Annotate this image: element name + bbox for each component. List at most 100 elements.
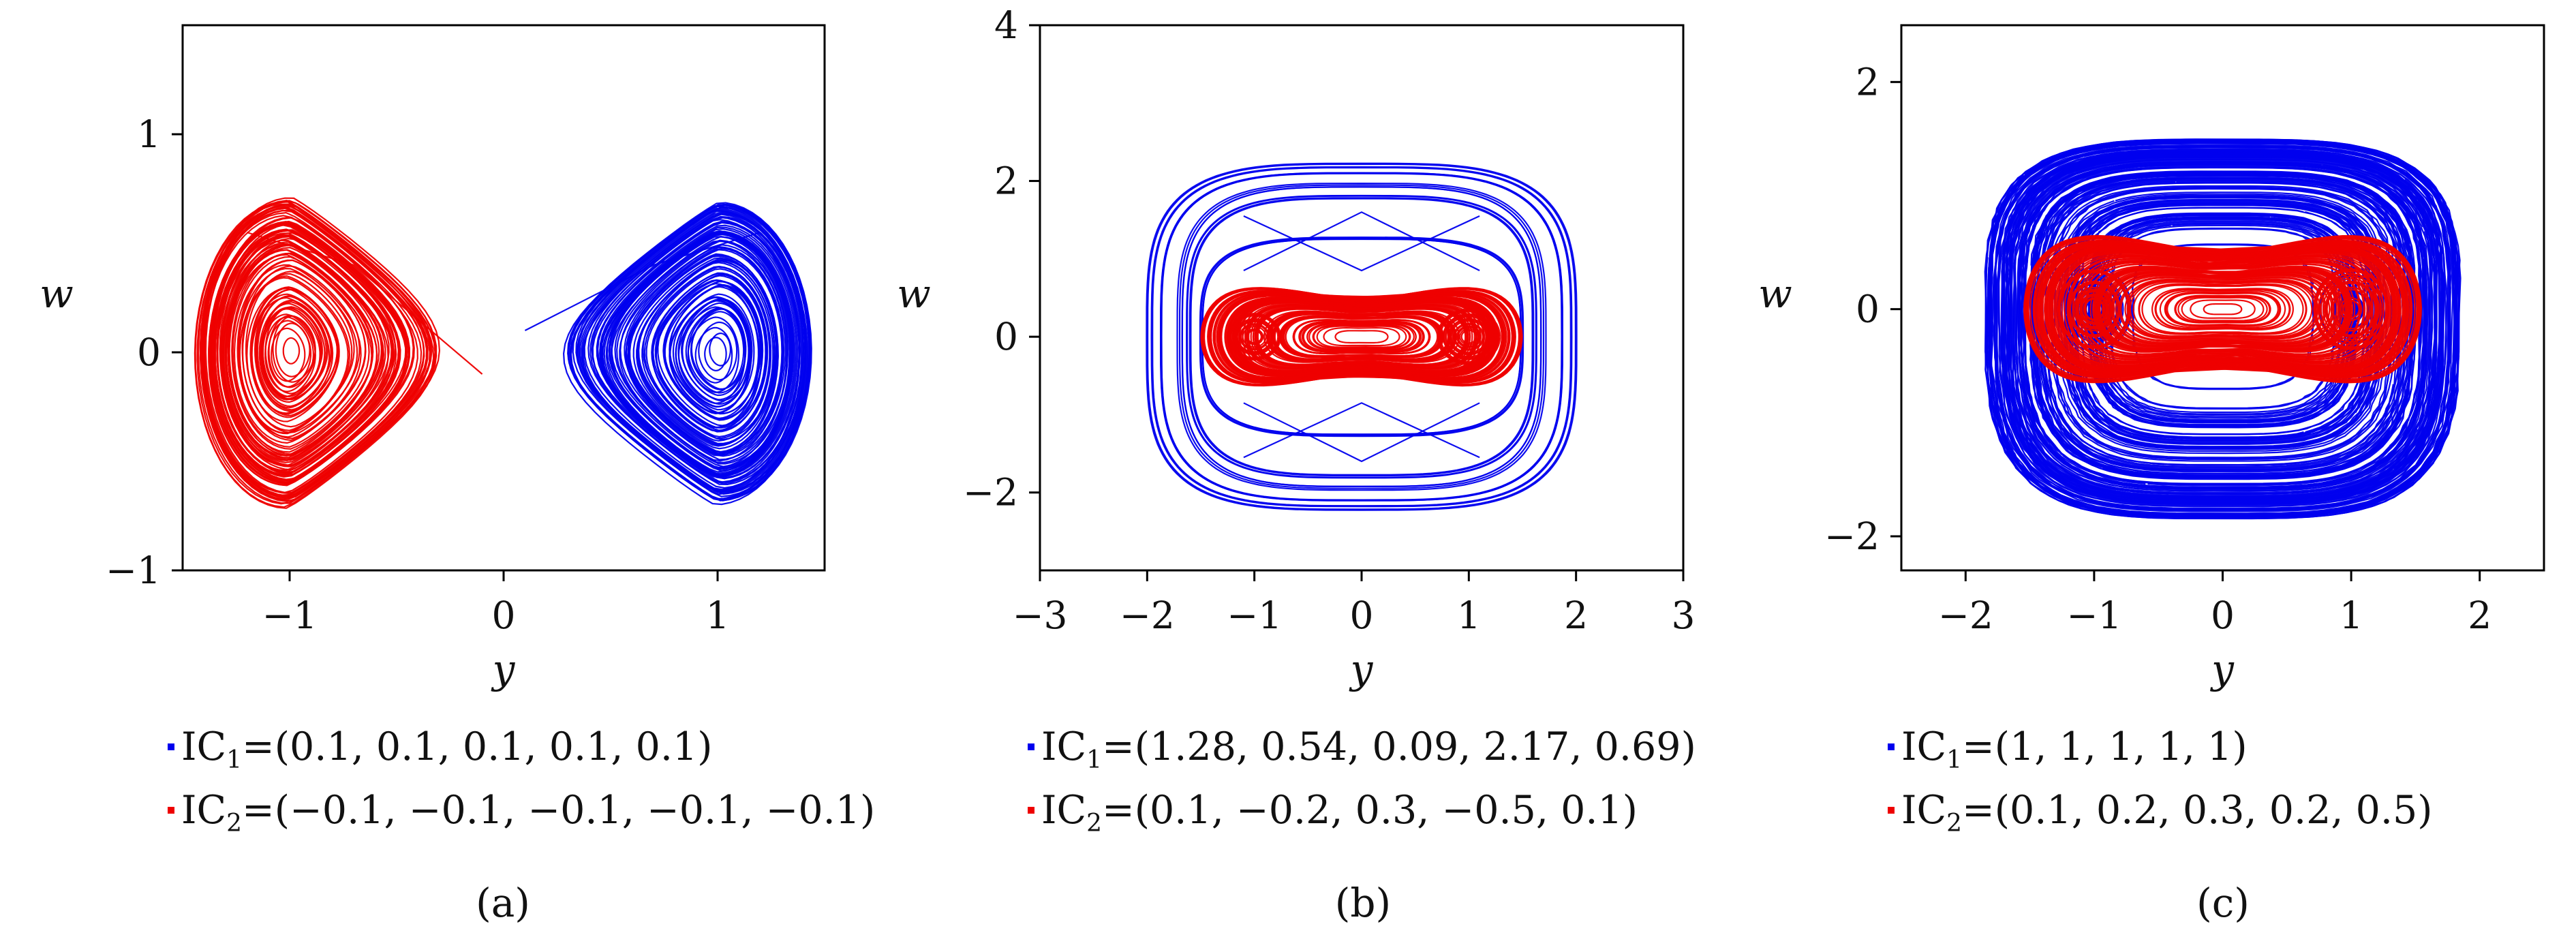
- trajectory-line: [664, 286, 759, 420]
- y-tick-label: −2: [963, 471, 1018, 514]
- trajectory-line: [1285, 317, 1439, 357]
- y-axis-label: w: [897, 271, 931, 317]
- trajectory-line: [2324, 280, 2378, 338]
- trajectory-line: [1229, 315, 1279, 358]
- trajectory-line: [589, 216, 803, 485]
- trajectory-line: [2132, 281, 2313, 337]
- trajectory-line: [685, 307, 747, 397]
- trajectory-line: [219, 229, 400, 471]
- series-ic1: [524, 202, 812, 506]
- trajectory-line: [2002, 151, 2445, 505]
- trajectory-line: [628, 254, 779, 453]
- trajectory-line: [2057, 269, 2131, 350]
- trajectory-line: [681, 298, 753, 402]
- trajectory-line: [2012, 158, 2434, 495]
- trajectory-line: [662, 280, 763, 421]
- trajectory-line: [238, 259, 367, 440]
- trajectory-line: [2015, 161, 2430, 492]
- trajectory-line: [2026, 236, 2419, 382]
- trajectory-line: [251, 286, 340, 417]
- y-axis-label: w: [1758, 271, 1792, 317]
- trajectory-line: [675, 300, 750, 408]
- trajectory-line: [2073, 286, 2115, 332]
- trajectory-line: [1263, 310, 1460, 363]
- trajectory-line: [2166, 292, 2279, 326]
- trajectory-line: [1239, 323, 1270, 351]
- y-axis-label: w: [40, 271, 74, 317]
- trajectory-line: [2037, 176, 2408, 473]
- trajectory-line: [2097, 268, 2348, 350]
- trajectory-line: [1150, 166, 1573, 508]
- legend: IC1=(1.28, 0.54, 0.09, 2.17, 0.69) IC2=(0…: [1028, 724, 1696, 838]
- trajectory-line: [562, 205, 809, 506]
- trajectory-line: [2181, 296, 2265, 322]
- trajectory-line: [2318, 273, 2385, 345]
- x-tick-label: 0: [2211, 594, 2235, 637]
- trajectory-line: [2330, 287, 2372, 332]
- trajectory-line: [1213, 292, 1510, 382]
- trajectory-line: [704, 337, 727, 372]
- trajectory-line: [1229, 313, 1281, 360]
- trajectory-line: [652, 272, 769, 431]
- trajectory-line: [1201, 238, 1522, 435]
- trajectory-line: [2031, 172, 2415, 478]
- x-axis-label: y: [1349, 646, 1374, 692]
- trajectory-line: [2325, 281, 2377, 337]
- trajectory-line: [1252, 307, 1471, 367]
- trajectory-line: [2138, 283, 2307, 335]
- trajectory-line: [1312, 324, 1411, 350]
- legend-marker: [1028, 743, 1034, 750]
- trajectory-line: [575, 204, 812, 495]
- series-ic2: [2023, 234, 2423, 384]
- trajectory-line: [2177, 296, 2268, 323]
- y-tick-label: 1: [137, 112, 161, 156]
- trajectory-line: [637, 260, 776, 446]
- trajectory-line: [599, 230, 794, 478]
- trajectory-line: [2029, 238, 2416, 380]
- trajectory-line: [619, 245, 784, 462]
- plot-area: [1146, 162, 1578, 511]
- trajectory-line: [2009, 156, 2436, 498]
- legend-marker: [168, 743, 174, 750]
- trajectory-line: [601, 233, 792, 476]
- trajectory-line: [1997, 148, 2448, 508]
- trajectory-line: [1438, 309, 1500, 365]
- trajectory-line: [2036, 241, 2409, 377]
- trajectory-line: [2024, 235, 2421, 384]
- trajectory-line: [246, 231, 483, 375]
- trajectory-line: [2064, 196, 2381, 448]
- trajectory-line: [2019, 164, 2426, 489]
- trajectory-line: [1334, 330, 1389, 344]
- x-tick-label: 1: [706, 594, 730, 637]
- trajectory-line: [1445, 316, 1492, 358]
- trajectory-line: [2108, 272, 2337, 346]
- chart-panel-2: −3 −2 −1 0 1 2 3 −2 0 2 4 y w IC1=(1.28, 0.54, 0.09, …: [897, 3, 1696, 926]
- trajectory-line: [1181, 186, 1542, 487]
- x-tick-label: 2: [1564, 594, 1588, 637]
- x-tick-label: −3: [1012, 594, 1067, 637]
- x-tick-label: −1: [262, 594, 317, 637]
- trajectory-line: [1439, 311, 1499, 363]
- x-tick-label: 3: [1672, 594, 1696, 637]
- trajectory-line: [1450, 320, 1488, 354]
- trajectory-line: [2333, 290, 2369, 328]
- trajectory-line: [1444, 315, 1494, 359]
- trajectory-line: [1146, 162, 1578, 511]
- trajectory-line: [239, 275, 351, 435]
- trajectory-line: [2006, 154, 2438, 500]
- trajectory-line: [256, 294, 333, 408]
- trajectory-line: [2159, 290, 2286, 328]
- legend-item-ic2: IC2=(0.1, 0.2, 0.3, 0.2, 0.5): [1888, 788, 2432, 838]
- trajectory-line: [271, 327, 306, 382]
- trajectory-line: [2002, 149, 2445, 506]
- trajectory-line: [1233, 318, 1276, 356]
- trajectory-line: [2342, 299, 2360, 319]
- trajectory-line: [645, 268, 771, 438]
- trajectory-line: [603, 232, 793, 474]
- trajectory-line: [264, 306, 324, 395]
- chart-panel-3: −2 −1 0 1 2 −2 0 2 y w IC1=(1, 1, 1, 1, 1) IC2=(0.1…: [1758, 24, 2545, 926]
- legend: IC1=(1, 1, 1, 1, 1) IC2=(0.1, 0.2, 0.3, 0…: [1888, 724, 2432, 838]
- trajectory-line: [199, 200, 438, 503]
- trajectory-line: [2076, 204, 2369, 438]
- panel-caption: (c): [2196, 880, 2250, 926]
